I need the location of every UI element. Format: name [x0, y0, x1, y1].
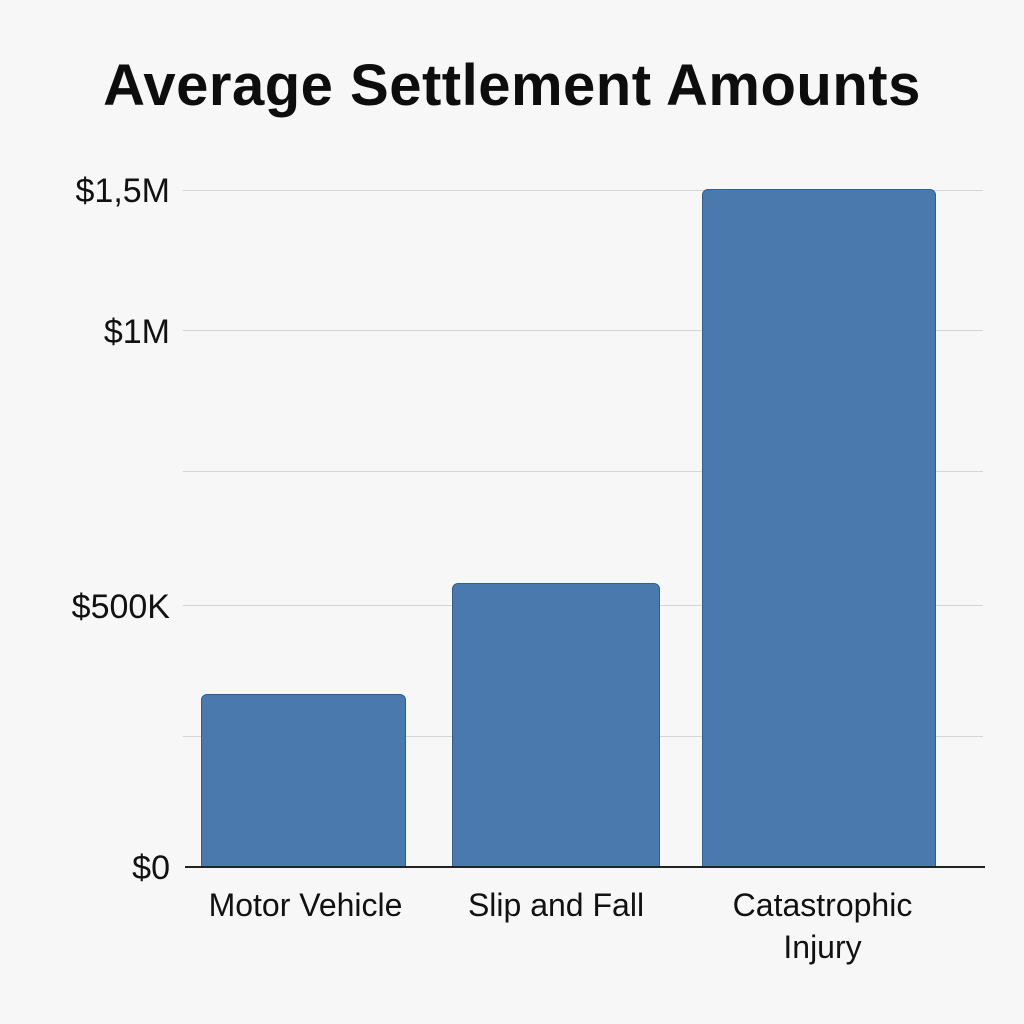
gridline-1m — [183, 330, 983, 331]
x-axis-line — [185, 866, 985, 868]
x-label-line: Injury — [783, 929, 862, 965]
bar-motor-vehicle — [201, 694, 406, 867]
gridline-750k — [183, 471, 983, 472]
gridline-1.5m — [183, 190, 983, 191]
y-tick-label: $0 — [132, 849, 170, 887]
x-label-slip-and-fall: Slip and Fall — [430, 884, 682, 926]
y-tick-label: $500K — [71, 588, 170, 626]
bar-catastrophic-injury — [702, 189, 936, 867]
y-tick-label: $1M — [103, 313, 170, 351]
chart-title: Average Settlement Amounts — [103, 53, 921, 118]
x-label-line: Slip and Fall — [467, 887, 645, 923]
x-label-line: Catastrophic — [732, 887, 913, 923]
x-label-motor-vehicle: Motor Vehicle — [183, 884, 428, 926]
y-tick-label: $1,5M — [75, 172, 171, 210]
x-label-catastrophic-injury: Catastrophic Injury — [690, 884, 955, 968]
bar-slip-and-fall — [452, 583, 660, 867]
x-label-line: Motor Vehicle — [208, 887, 403, 923]
